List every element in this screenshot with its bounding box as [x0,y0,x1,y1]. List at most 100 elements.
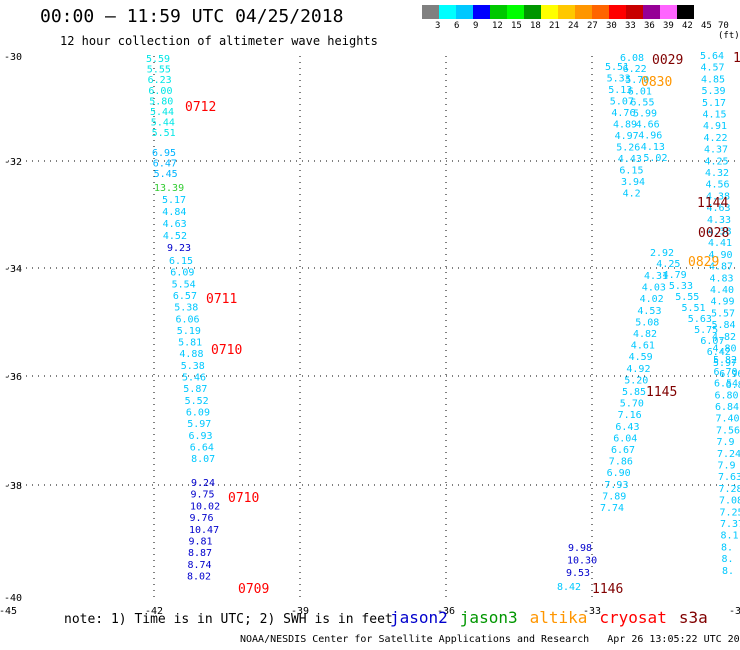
swh-value: 5.55 [147,65,171,76]
swh-value: 5.99 [633,109,657,120]
swh-value: 4.33 [707,215,731,226]
swh-value: 6.64 [190,442,214,453]
swh-value: 6.67 [611,445,635,456]
swh-value: 4.90 [709,250,733,261]
scale-swatch [473,5,490,19]
x-tick-label: -42 [145,606,163,617]
swh-value: 4.43 [618,154,642,165]
swh-value: 5.20 [624,375,648,386]
swh-value: 5.51 [682,303,706,314]
swh-value: 5.84 [712,320,736,331]
swh-value: 6.06 [176,314,200,325]
swh-value: 5.80 [149,96,173,107]
wave-height-tracks: 5.595.556.236.005.805.445.445.516.956.47… [146,51,740,593]
swh-value: 5.51 [152,128,176,139]
pass-time-label: 1146 [592,582,623,597]
scale-swatch [677,5,694,19]
scale-label: 45 [701,21,712,31]
swh-value: 5.33 [669,281,693,292]
swh-value: 7.28 [719,484,740,495]
track-s3a: 4.314.034.024.535.084.824.614.594.925.20… [600,271,668,514]
track-cryosat: 6.156.095.546.575.386.065.195.814.885.38… [169,256,215,465]
swh-value: 5.57 [711,308,735,319]
swh-value: 4.76 [611,108,635,119]
swh-value: 5.87 [183,384,207,395]
swh-value: 6.90 [607,468,631,479]
y-tick-label: -40 [4,593,22,604]
swh-value: 8.87 [188,548,212,559]
swh-value: 5.70 [620,399,644,410]
swh-value: 4.40 [710,285,734,296]
swh-value: 7.86 [609,457,633,468]
swh-value: 5.81 [178,338,202,349]
legend-cryosat: cryosat [599,608,667,627]
swh-value: 7.37 [720,519,740,530]
scale-label: 30 [606,21,617,31]
pass-time-label: 1144 [697,196,728,211]
swh-value: 5.19 [177,326,201,337]
swh-value: 5.08 [635,317,659,328]
swh-value: 8.02 [187,572,211,583]
swh-value: 3.94 [621,177,645,188]
swh-value: 5.07 [610,97,634,108]
swh-value: 6.15 [619,166,643,177]
swh-value: 5.46 [182,373,206,384]
swh-value: 5.39 [702,86,726,97]
swh-value: 5.17 [702,98,726,109]
x-tick-label: -36 [437,606,455,617]
swh-value: 4.57 [701,63,725,74]
scale-swatch [575,5,592,19]
legend-altika: altika [529,608,588,627]
swh-value: 6.07 [700,336,724,347]
x-tick-label: -30 [729,606,740,617]
color-scale-labels: 3 6 9 12 15 18 21 24 27 30 33 36 39 42 45 70 (ft) [422,21,740,41]
scale-swatch [422,5,439,19]
swh-value: 10.47 [189,525,219,536]
swh-value: 7.9 [718,461,736,472]
pass-time-label: 1145 [646,385,677,400]
scale-label: 9 [473,21,479,31]
swh-value: 6.80 [715,390,739,401]
swh-value: 5.55 [675,292,699,303]
swh-value: 7.24 [717,449,740,460]
swh-value: 5.26 [616,143,640,154]
scale-swatch [490,5,507,19]
swh-value: 4.92 [626,364,650,375]
scale-swatch [558,5,575,19]
swh-value: 6.54 [714,379,738,390]
swh-value: 5.17 [162,195,186,206]
swh-value: 4.63 [163,219,187,230]
swh-value: 6.93 [189,431,213,442]
pass-time-label: 0711 [206,292,237,307]
track-s3a: 9.98 10.309.53 [566,543,597,579]
swh-value: 4.52 [163,231,187,242]
swh-value: 4.84 [162,207,186,218]
swh-value: 4.41 [708,238,732,249]
swh-value: 4.82 [633,329,657,340]
swh-value: 8.1 [721,531,739,542]
axis-ticks: -45 -42 -39 -36 -33 -30 -30 -32 -34 -36 -38 -40 [0,52,740,617]
scale-label: 18 [530,21,541,31]
swh-value: 5.54 [172,279,196,290]
swh-value: 6.55 [630,97,654,108]
color-scale-bar [422,5,694,19]
swh-value: 4.91 [703,121,727,132]
legend-jason2: jason2 [390,608,448,627]
scale-swatch [626,5,643,19]
swh-value: 4.37 [704,145,728,156]
swh-value: 6.96 [719,369,740,380]
swh-value: 8. [721,542,733,553]
swh-value: 4.38 [708,227,732,238]
swh-value: 8.07 [191,454,215,465]
scale-swatch [541,5,558,19]
track-s3a: 6.086.225.706.016.555.994.664.964.135.02 [620,53,667,164]
plot-title: 00:00 – 11:59 UTC 04/25/2018 [40,6,344,27]
pass-time-label: 0710 [211,343,242,358]
legend-jason3: jason3 [459,608,518,627]
swh-value: 5.38 [181,361,205,372]
track-cryosat: 5.595.556.236.005.805.445.445.51 [146,54,176,139]
swh-value: 4.15 [703,110,727,121]
swh-value: 7.56 [716,425,740,436]
